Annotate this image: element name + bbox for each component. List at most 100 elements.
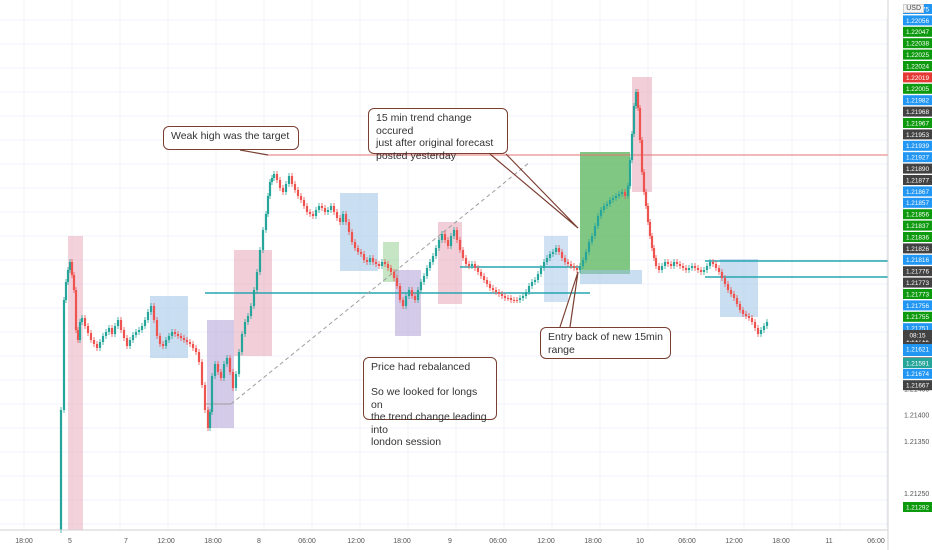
- candle-body: [672, 262, 676, 266]
- candle-body: [630, 134, 634, 160]
- candle-body: [410, 290, 414, 296]
- candle-body: [642, 172, 646, 192]
- price-tag: [903, 61, 932, 71]
- candle-body: [690, 266, 694, 268]
- x-tick-label: 12:00: [725, 538, 743, 545]
- candle-body: [270, 178, 274, 182]
- price-tag-label: 1.21953: [906, 132, 930, 139]
- candle-body: [185, 340, 189, 342]
- candle-body: [401, 300, 405, 306]
- candle-body: [140, 326, 144, 330]
- candle-body: [92, 340, 96, 344]
- candle-body: [708, 262, 712, 266]
- candle-body: [314, 210, 318, 216]
- candle-body: [602, 206, 606, 210]
- candle-body: [308, 212, 312, 214]
- price-tag: [903, 232, 932, 242]
- candle-body: [623, 192, 627, 196]
- annotation-entry[interactable]: Entry back of new 15min range: [540, 327, 671, 359]
- candle-body: [699, 270, 703, 272]
- candle-body: [506, 298, 510, 299]
- candle-body: [74, 290, 78, 330]
- candle-body: [237, 352, 241, 374]
- candle-body: [702, 270, 706, 272]
- candle-body: [572, 266, 576, 268]
- price-tag-label: 1.21674: [906, 371, 930, 378]
- x-tick-label: 10: [636, 538, 644, 545]
- candle-body: [264, 214, 268, 230]
- candle-body: [753, 322, 757, 328]
- price-tag: [903, 266, 932, 277]
- candle-body: [569, 264, 573, 266]
- candle-body: [72, 275, 76, 290]
- candle-body: [566, 262, 570, 264]
- price-tag-label: 1.21755: [906, 314, 930, 321]
- price-tag: [903, 15, 932, 26]
- price-tag: [903, 95, 932, 106]
- candle-body: [317, 206, 321, 210]
- candle-body: [356, 248, 360, 252]
- x-tick-label: 06:00: [867, 538, 885, 545]
- price-tag: [903, 330, 932, 340]
- currency-label[interactable]: USD: [903, 4, 924, 13]
- candle-body: [131, 335, 135, 340]
- candle-body: [95, 344, 99, 348]
- price-tag-label: 1.21857: [906, 200, 930, 207]
- candle-body: [536, 274, 540, 280]
- candle-body: [110, 328, 114, 334]
- candle-body: [350, 232, 354, 242]
- price-tag-label: 1.21867: [906, 189, 930, 196]
- candle-body: [249, 306, 253, 316]
- candle-body: [608, 200, 612, 204]
- candle-body: [146, 312, 150, 320]
- candle-body: [164, 340, 168, 346]
- candle-body: [590, 236, 594, 242]
- price-tag: [903, 289, 932, 299]
- candle-body: [593, 226, 597, 236]
- price-tag-label: 1.21826: [906, 246, 930, 253]
- price-tag: [903, 220, 932, 231]
- candle-body: [240, 334, 244, 352]
- candle-body: [636, 92, 640, 108]
- candle-body: [494, 290, 498, 292]
- annotation-rebalanced[interactable]: Price had rebalanced So we looked for lo…: [363, 357, 497, 448]
- candle-body: [278, 180, 282, 188]
- price-tag-label: 1.22005: [906, 86, 930, 93]
- candle-body: [533, 280, 537, 282]
- candle-body: [191, 344, 195, 348]
- annotation-trend-change[interactable]: 15 min trend change occured just after o…: [368, 108, 508, 162]
- candle-body: [182, 338, 186, 340]
- candle-body: [678, 264, 682, 266]
- candle-body: [747, 316, 751, 318]
- candle-body: [70, 262, 74, 275]
- x-tick-label: 9: [448, 538, 452, 545]
- candle-body: [386, 264, 390, 268]
- candle-body: [628, 160, 632, 186]
- candle-body: [759, 330, 763, 334]
- candle-body: [158, 336, 162, 344]
- price-tag-label: 1.21968: [906, 109, 930, 116]
- x-tick-label: 06:00: [298, 538, 316, 545]
- annotation-weak-high[interactable]: Weak high was the target: [163, 126, 299, 150]
- price-tag: [903, 26, 932, 37]
- price-tag-label: 1.21890: [906, 166, 930, 173]
- candle-body: [458, 240, 462, 250]
- candle-body: [155, 320, 159, 336]
- candle-body: [206, 410, 210, 428]
- candle-body: [648, 222, 652, 236]
- candle-body: [332, 206, 336, 212]
- candle-body: [179, 336, 183, 338]
- candle-body: [152, 306, 156, 320]
- candle-body: [644, 192, 648, 206]
- candle-body: [275, 174, 279, 180]
- candle-body: [335, 212, 339, 218]
- candle-body: [234, 374, 238, 388]
- candle-body: [527, 286, 531, 292]
- candle-body: [392, 272, 396, 278]
- candle-body: [113, 326, 117, 334]
- candle-body: [482, 276, 486, 280]
- candle-body: [735, 298, 739, 304]
- x-tick-label: 18:00: [15, 538, 33, 545]
- price-tag-label: 1.21773: [906, 291, 930, 298]
